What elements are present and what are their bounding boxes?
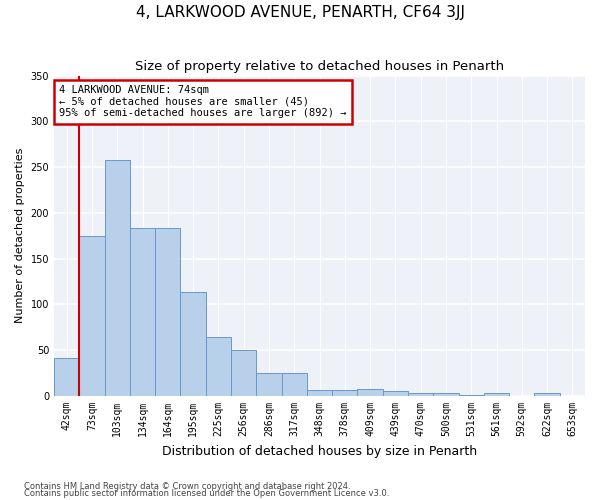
Bar	[358, 388, 383, 396]
Bar	[433, 394, 458, 396]
Text: 4, LARKWOOD AVENUE, PENARTH, CF64 3JJ: 4, LARKWOOD AVENUE, PENARTH, CF64 3JJ	[136, 5, 464, 20]
Text: Contains HM Land Registry data © Crown copyright and database right 2024.: Contains HM Land Registry data © Crown c…	[24, 482, 350, 491]
Bar	[281, 373, 307, 396]
Bar	[383, 392, 408, 396]
Bar	[408, 394, 433, 396]
Bar	[332, 390, 358, 396]
Title: Size of property relative to detached houses in Penarth: Size of property relative to detached ho…	[135, 60, 504, 73]
Bar	[130, 228, 155, 396]
Bar	[458, 395, 484, 396]
Bar	[307, 390, 332, 396]
Text: Contains public sector information licensed under the Open Government Licence v3: Contains public sector information licen…	[24, 490, 389, 498]
Bar	[104, 160, 130, 396]
X-axis label: Distribution of detached houses by size in Penarth: Distribution of detached houses by size …	[162, 444, 477, 458]
Bar	[79, 236, 104, 396]
Text: 4 LARKWOOD AVENUE: 74sqm
← 5% of detached houses are smaller (45)
95% of semi-de: 4 LARKWOOD AVENUE: 74sqm ← 5% of detache…	[59, 85, 347, 118]
Bar	[155, 228, 181, 396]
Bar	[256, 373, 281, 396]
Bar	[231, 350, 256, 396]
Y-axis label: Number of detached properties: Number of detached properties	[15, 148, 25, 324]
Bar	[181, 292, 206, 396]
Bar	[206, 338, 231, 396]
Bar	[54, 358, 79, 396]
Bar	[484, 394, 509, 396]
Bar	[535, 394, 560, 396]
